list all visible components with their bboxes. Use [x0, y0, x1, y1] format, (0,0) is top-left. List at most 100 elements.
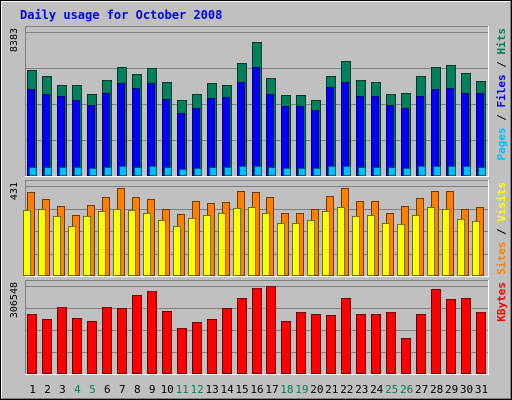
bar-visits — [337, 207, 345, 276]
series-kbytes — [27, 286, 486, 374]
bar-visits — [427, 207, 435, 276]
x-tick-label: 30 — [460, 383, 473, 396]
x-tick-label: 15 — [235, 383, 248, 396]
bar-pages — [373, 167, 381, 176]
panel-kbytes: 306548 KBytes — [9, 280, 508, 375]
bar-kbytes — [386, 312, 396, 374]
bar-visits — [382, 223, 390, 276]
bar-kbytes — [237, 298, 247, 374]
bar-pages — [343, 166, 351, 176]
bar-visits — [218, 213, 226, 276]
bar-visits — [158, 220, 166, 276]
bar-pages — [254, 166, 262, 176]
bar-kbytes — [177, 328, 187, 374]
bar-kbytes — [102, 307, 112, 374]
bar-files — [252, 67, 260, 176]
x-tick-label: 14 — [220, 383, 234, 396]
panel-legend: Pages / Files / Hits — [495, 28, 508, 161]
bar-files — [162, 99, 170, 176]
bar-kbytes — [326, 315, 336, 374]
bar-kbytes — [431, 289, 441, 374]
bar-pages — [119, 166, 127, 176]
bar-visits — [457, 219, 465, 276]
bar-kbytes — [132, 295, 142, 374]
bar-files — [371, 96, 379, 176]
bar-files — [42, 94, 50, 176]
x-tick-label: 12 — [190, 383, 203, 396]
bar-kbytes — [311, 314, 321, 374]
bar-kbytes — [266, 286, 276, 374]
bar-visits — [412, 215, 420, 276]
bar-visits — [38, 209, 46, 276]
bar-pages — [164, 167, 172, 176]
bar-kbytes — [87, 321, 97, 374]
bar-pages — [179, 169, 187, 176]
bar-pages — [29, 167, 37, 176]
bar-kbytes — [72, 318, 82, 374]
bar-pages — [194, 168, 202, 176]
bar-pages — [44, 167, 52, 176]
bar-pages — [149, 166, 157, 176]
bar-kbytes — [27, 314, 37, 374]
bar-files — [416, 96, 424, 176]
bar-pages — [224, 167, 232, 176]
bar-pages — [463, 166, 471, 176]
bar-files — [72, 100, 80, 176]
x-tick-label: 2 — [44, 383, 51, 396]
legend-entry: / — [495, 55, 508, 75]
bar-pages — [298, 168, 306, 176]
x-tick-label: 7 — [119, 383, 126, 396]
series-visits — [23, 207, 480, 276]
bar-files — [401, 108, 409, 176]
bar-kbytes — [296, 312, 306, 374]
x-tick-label: 10 — [161, 383, 174, 396]
x-tick-label: 24 — [370, 383, 384, 396]
panels-layer: 8383 Pages / Files / Hits 431 Sites / Visit… — [9, 26, 508, 375]
y-max-label: 306548 — [9, 282, 20, 318]
bar-kbytes — [162, 311, 172, 374]
x-tick-label: 9 — [149, 383, 156, 396]
bar-files — [356, 96, 364, 176]
bar-kbytes — [461, 298, 471, 374]
bar-pages — [388, 167, 396, 176]
bar-files — [207, 98, 215, 176]
y-max-label: 431 — [9, 182, 20, 200]
bar-pages — [74, 167, 82, 176]
bar-files — [222, 97, 230, 176]
bar-files — [102, 93, 110, 176]
bar-visits — [442, 209, 450, 276]
bar-visits — [188, 218, 196, 276]
bar-files — [281, 106, 289, 176]
legend-entry: Sites — [495, 242, 508, 275]
bar-kbytes — [281, 321, 291, 374]
x-tick-label: 25 — [385, 383, 398, 396]
x-tick-label: 29 — [445, 383, 458, 396]
legend-entry: Visits — [495, 182, 508, 222]
x-tick-label: 23 — [355, 383, 368, 396]
series-pages — [29, 166, 486, 176]
bar-files — [326, 87, 334, 176]
bar-visits — [322, 211, 330, 276]
bar-files — [87, 105, 95, 176]
bar-files — [431, 89, 439, 176]
x-tick-label: 27 — [415, 383, 428, 396]
x-tick-label: 18 — [280, 383, 293, 396]
bar-files — [132, 88, 140, 176]
bar-kbytes — [476, 312, 486, 374]
legend-entry: Pages — [495, 127, 508, 160]
panel-legend: KBytes — [495, 282, 508, 322]
bar-visits — [53, 216, 61, 276]
bar-visits — [367, 215, 375, 276]
bar-visits — [472, 221, 480, 276]
bar-pages — [239, 166, 247, 176]
bar-kbytes — [117, 308, 127, 374]
bar-kbytes — [341, 298, 351, 374]
bar-files — [266, 94, 274, 176]
bar-visits — [292, 223, 300, 276]
bar-visits — [173, 226, 181, 276]
bar-files — [177, 113, 185, 176]
bar-pages — [268, 167, 276, 176]
legend-entry: KBytes — [495, 282, 508, 322]
bar-pages — [358, 167, 366, 176]
